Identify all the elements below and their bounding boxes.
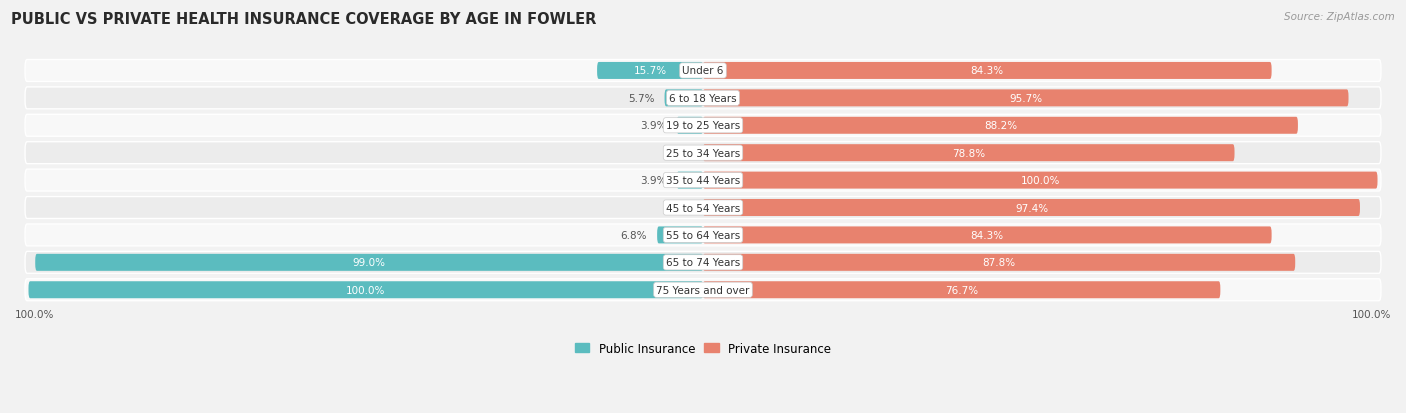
Text: 0.0%: 0.0% bbox=[664, 148, 689, 158]
Text: 100.0%: 100.0% bbox=[346, 285, 385, 295]
FancyBboxPatch shape bbox=[703, 117, 1298, 135]
FancyBboxPatch shape bbox=[25, 88, 1381, 109]
FancyBboxPatch shape bbox=[703, 145, 1234, 162]
Text: 76.7%: 76.7% bbox=[945, 285, 979, 295]
Text: 25 to 34 Years: 25 to 34 Years bbox=[666, 148, 740, 158]
FancyBboxPatch shape bbox=[25, 197, 1381, 219]
FancyBboxPatch shape bbox=[676, 172, 703, 189]
Text: 100.0%: 100.0% bbox=[15, 310, 55, 320]
Text: 84.3%: 84.3% bbox=[970, 230, 1004, 240]
FancyBboxPatch shape bbox=[598, 63, 703, 80]
FancyBboxPatch shape bbox=[703, 254, 1295, 271]
Text: 55 to 64 Years: 55 to 64 Years bbox=[666, 230, 740, 240]
FancyBboxPatch shape bbox=[25, 60, 1381, 82]
Text: Under 6: Under 6 bbox=[682, 66, 724, 76]
Text: PUBLIC VS PRIVATE HEALTH INSURANCE COVERAGE BY AGE IN FOWLER: PUBLIC VS PRIVATE HEALTH INSURANCE COVER… bbox=[11, 12, 596, 27]
Text: 15.7%: 15.7% bbox=[634, 66, 666, 76]
FancyBboxPatch shape bbox=[703, 63, 1271, 80]
Text: 19 to 25 Years: 19 to 25 Years bbox=[666, 121, 740, 131]
Text: 78.8%: 78.8% bbox=[952, 148, 986, 158]
FancyBboxPatch shape bbox=[665, 90, 703, 107]
Text: 88.2%: 88.2% bbox=[984, 121, 1017, 131]
Text: 95.7%: 95.7% bbox=[1010, 94, 1042, 104]
Text: 3.9%: 3.9% bbox=[640, 121, 666, 131]
Text: 3.9%: 3.9% bbox=[640, 176, 666, 186]
Text: 99.0%: 99.0% bbox=[353, 258, 385, 268]
FancyBboxPatch shape bbox=[703, 172, 1378, 189]
Text: Source: ZipAtlas.com: Source: ZipAtlas.com bbox=[1284, 12, 1395, 22]
Text: 5.7%: 5.7% bbox=[628, 94, 654, 104]
Text: 45 to 54 Years: 45 to 54 Years bbox=[666, 203, 740, 213]
Text: 97.4%: 97.4% bbox=[1015, 203, 1047, 213]
FancyBboxPatch shape bbox=[25, 115, 1381, 137]
FancyBboxPatch shape bbox=[703, 199, 1360, 216]
FancyBboxPatch shape bbox=[703, 90, 1348, 107]
FancyBboxPatch shape bbox=[657, 227, 703, 244]
Legend: Public Insurance, Private Insurance: Public Insurance, Private Insurance bbox=[571, 337, 835, 360]
FancyBboxPatch shape bbox=[28, 282, 703, 299]
Text: 100.0%: 100.0% bbox=[1351, 310, 1391, 320]
Text: 84.3%: 84.3% bbox=[970, 66, 1004, 76]
FancyBboxPatch shape bbox=[25, 142, 1381, 164]
FancyBboxPatch shape bbox=[676, 117, 703, 135]
Text: 75 Years and over: 75 Years and over bbox=[657, 285, 749, 295]
FancyBboxPatch shape bbox=[703, 282, 1220, 299]
Text: 6.8%: 6.8% bbox=[620, 230, 647, 240]
FancyBboxPatch shape bbox=[703, 227, 1271, 244]
FancyBboxPatch shape bbox=[25, 279, 1381, 301]
Text: 0.0%: 0.0% bbox=[664, 203, 689, 213]
Text: 87.8%: 87.8% bbox=[983, 258, 1015, 268]
FancyBboxPatch shape bbox=[25, 170, 1381, 192]
Text: 65 to 74 Years: 65 to 74 Years bbox=[666, 258, 740, 268]
FancyBboxPatch shape bbox=[25, 224, 1381, 246]
Text: 6 to 18 Years: 6 to 18 Years bbox=[669, 94, 737, 104]
Text: 35 to 44 Years: 35 to 44 Years bbox=[666, 176, 740, 186]
FancyBboxPatch shape bbox=[25, 252, 1381, 274]
Text: 100.0%: 100.0% bbox=[1021, 176, 1060, 186]
FancyBboxPatch shape bbox=[35, 254, 703, 271]
